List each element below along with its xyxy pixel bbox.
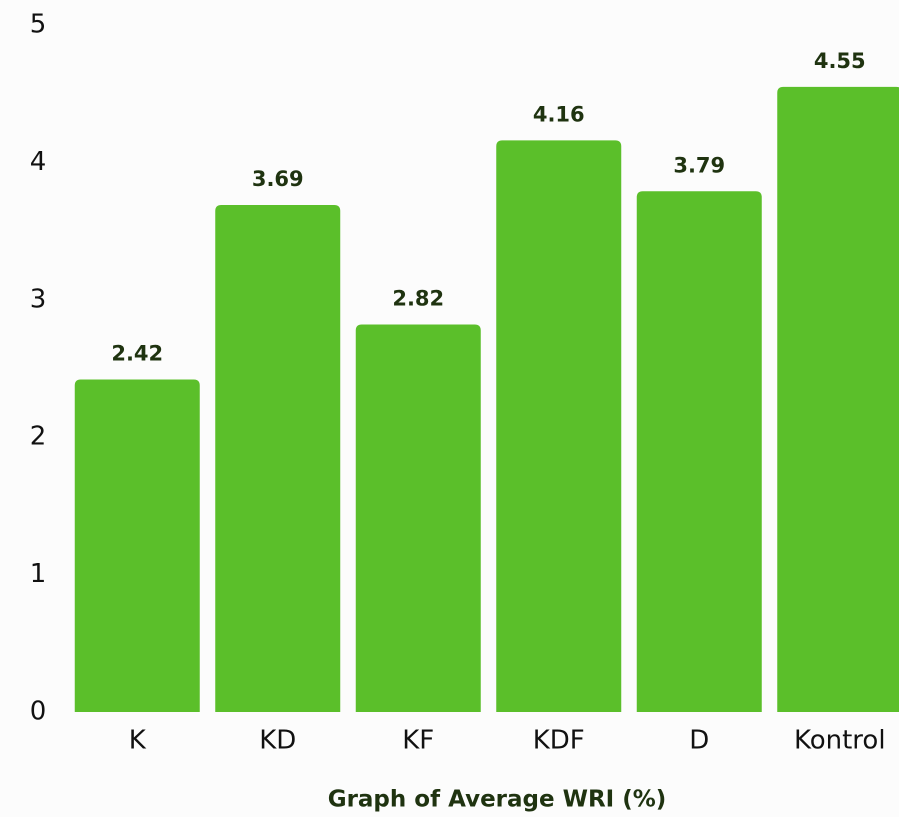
- chart-title: Graph of Average WRI (%): [328, 787, 667, 813]
- bar: [777, 86, 899, 712]
- x-tick-label: D: [689, 726, 709, 756]
- y-tick-label: 3: [30, 284, 47, 314]
- value-label: 4.55: [814, 49, 866, 73]
- bar: [355, 324, 481, 712]
- value-label: 2.42: [111, 341, 163, 365]
- value-label: 3.69: [252, 167, 304, 191]
- bar: [496, 140, 622, 712]
- x-tick-label: Kontrol: [794, 726, 886, 756]
- value-label: 3.79: [673, 153, 725, 177]
- x-tick-label: KD: [259, 726, 296, 756]
- x-tick-label: KDF: [533, 726, 585, 756]
- bar: [636, 191, 762, 712]
- y-tick-label: 5: [30, 10, 47, 40]
- bar: [215, 204, 341, 712]
- value-label: 4.16: [533, 102, 585, 126]
- y-tick-label: 0: [30, 697, 47, 727]
- y-tick-label: 4: [30, 147, 47, 177]
- y-tick-label: 2: [30, 422, 47, 452]
- value-label: 2.82: [392, 287, 444, 311]
- x-tick-label: K: [129, 726, 147, 756]
- y-tick-label: 1: [30, 559, 47, 589]
- x-tick-label: KF: [402, 726, 434, 756]
- bar: [74, 379, 200, 712]
